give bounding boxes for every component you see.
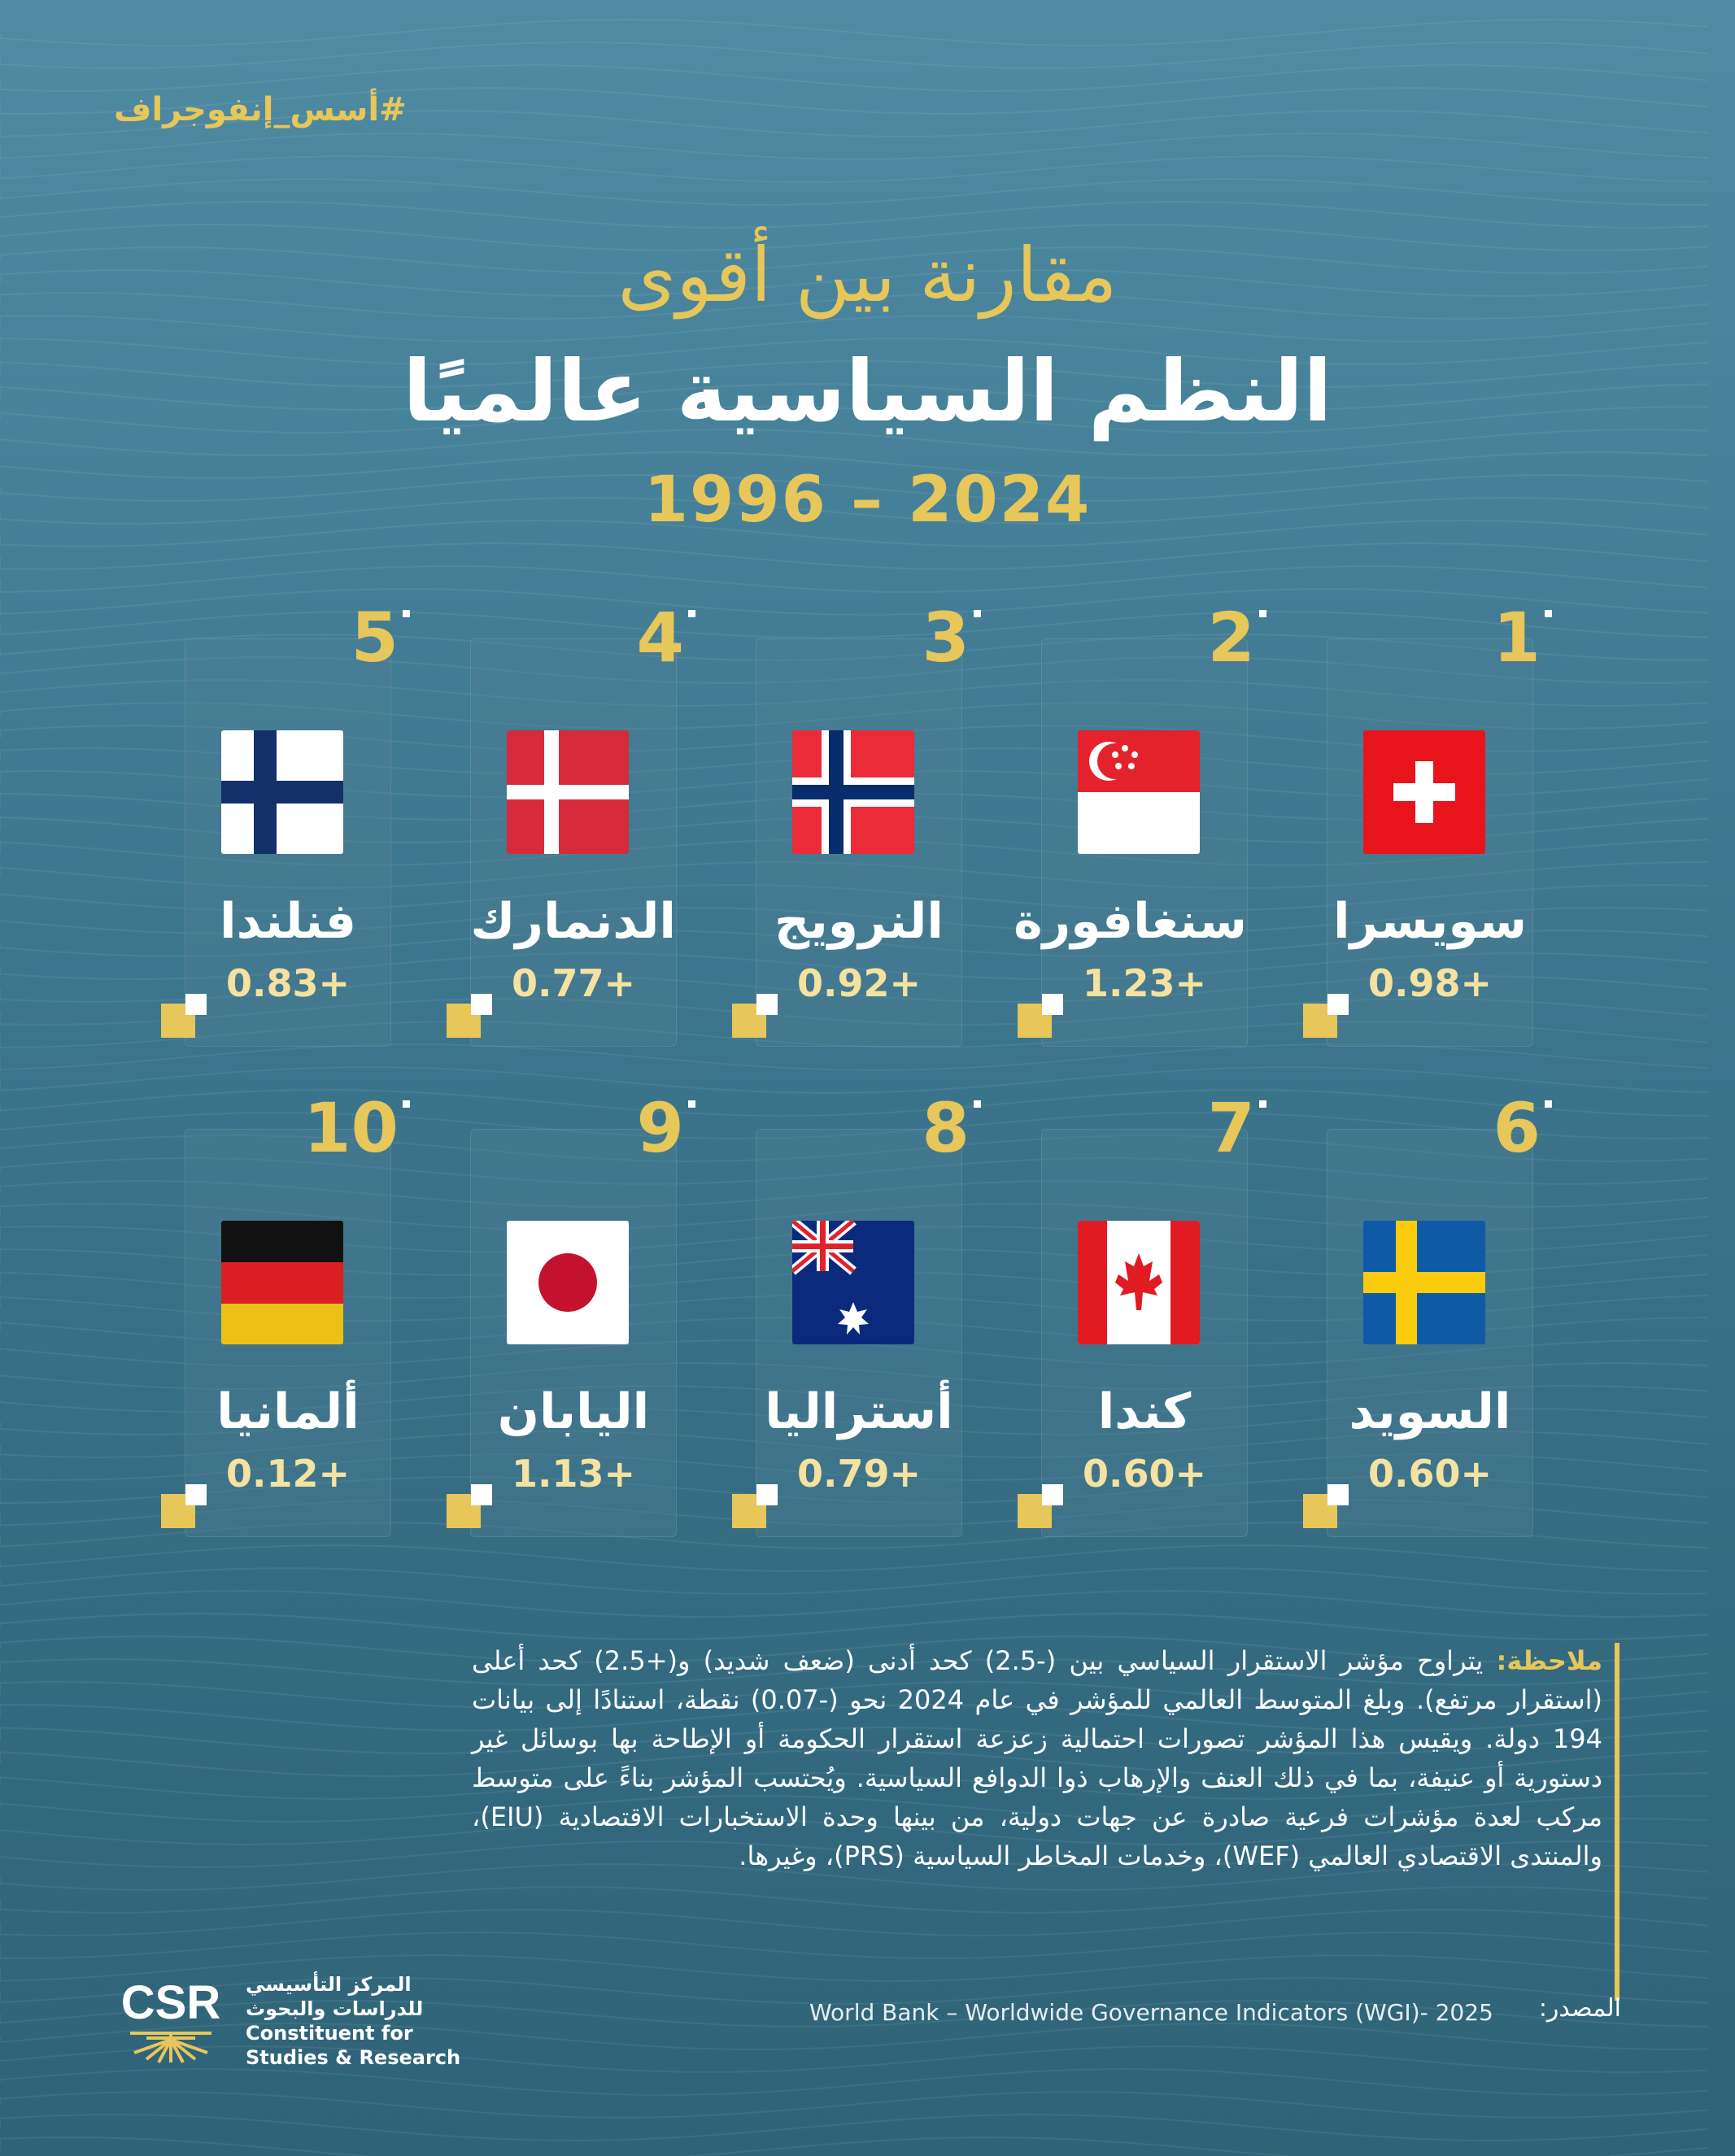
switzerland-flag (1363, 730, 1485, 854)
country-card: أستراليا 0.79+ (732, 1129, 962, 1537)
corner-decoration (447, 994, 492, 1039)
corner-decoration (732, 994, 778, 1039)
rank-number: 9 (586, 1094, 695, 1162)
country-name: النرويج (774, 893, 944, 950)
rank-dot (1259, 610, 1266, 617)
rank-dot (974, 1100, 981, 1108)
org-name: المركز التأسيسي للدراسات والبحوث Constit… (246, 1972, 460, 2070)
title-line-1: مقارنة بين أقوى (617, 232, 1118, 319)
australia-flag (792, 1221, 914, 1344)
rank-label: 6 (1493, 1088, 1541, 1168)
country-card: السويد 0.60+ (1303, 1129, 1533, 1537)
germany-flag (221, 1221, 343, 1344)
country-score: 0.83+ (225, 961, 351, 1005)
country-score: 1.13+ (511, 1452, 636, 1496)
rank-number: 5 (301, 603, 410, 672)
country-card: الدنمارك 0.77+ (447, 638, 677, 1047)
rank-dot (1545, 1100, 1552, 1108)
rank-label: 1 (1493, 598, 1541, 677)
corner-decoration (447, 1484, 492, 1530)
logo-text: CSR (121, 1976, 220, 2029)
country-score: 0.77+ (511, 961, 636, 1005)
rank-number: 1 (1443, 603, 1552, 672)
country-card: فنلندا 0.83+ (161, 638, 391, 1047)
note-divider (1615, 1643, 1619, 2001)
country-score: 0.12+ (225, 1452, 351, 1496)
org-name-ar-2: للدراسات والبحوث (246, 1997, 424, 2020)
corner-decoration (1303, 994, 1349, 1039)
country-card: كندا 0.60+ (1018, 1129, 1248, 1537)
rank-dot (403, 1100, 410, 1108)
rank-number: 8 (872, 1094, 981, 1162)
rank-label: 8 (922, 1088, 970, 1168)
canada-flag (1078, 1221, 1200, 1344)
corner-decoration (161, 994, 207, 1039)
country-name: فنلندا (220, 893, 356, 950)
corner-decoration (161, 1484, 207, 1530)
rank-label: 5 (351, 598, 399, 677)
page-title: النظم السياسية عالميًا (403, 342, 1332, 441)
org-name-en-2: Studies & Research (246, 2046, 461, 2069)
denmark-flag (507, 730, 629, 854)
hashtag: #أسس_إنفوجراف (114, 91, 407, 128)
country-score: 0.92+ (796, 961, 922, 1005)
rank-label: 2 (1207, 598, 1255, 677)
rank-label: 7 (1207, 1088, 1255, 1168)
rank-dot (688, 1100, 695, 1108)
country-card: ألمانيا 0.12+ (161, 1129, 391, 1537)
corner-decoration (732, 1484, 778, 1530)
japan-flag (507, 1221, 629, 1344)
country-name: السويد (1349, 1383, 1511, 1440)
rank-number: 2 (1157, 603, 1266, 672)
corner-decoration (1018, 1484, 1063, 1530)
rank-number: 3 (872, 603, 981, 672)
rank-number: 4 (586, 603, 695, 672)
org-name-ar-1: المركز التأسيسي (246, 1973, 412, 1996)
country-name: ألمانيا (216, 1383, 360, 1440)
country-name: كندا (1097, 1383, 1192, 1440)
csr-logo: CSR (121, 1976, 220, 2063)
country-card: سنغافورة 1.23+ (1014, 638, 1248, 1047)
source-label: المصدر: (1538, 1994, 1621, 2023)
rank-label: 3 (922, 598, 970, 677)
country-name: الدنمارك (470, 893, 676, 950)
sweden-flag (1363, 1221, 1485, 1344)
country-score: 0.98+ (1367, 961, 1493, 1005)
rank-dot (403, 610, 410, 617)
country-score: 0.79+ (796, 1452, 922, 1496)
rank-dot (688, 610, 695, 617)
note-text: يتراوح مؤشر الاستقرار السياسي بين (-2.5)… (472, 1645, 1602, 1871)
rank-label: 9 (636, 1088, 684, 1168)
rank-dot (974, 610, 981, 617)
year-range: 1996 – 2024 (643, 464, 1092, 537)
finland-flag (221, 730, 343, 854)
country-card: النرويج 0.92+ (732, 638, 962, 1047)
corner-decoration (1303, 1484, 1349, 1530)
country-card: سويسرا 0.98+ (1303, 638, 1533, 1047)
rank-dot (1259, 1100, 1266, 1108)
corner-decoration (1018, 994, 1063, 1039)
rank-number: 10 (301, 1094, 410, 1162)
country-score: 1.23+ (1082, 961, 1207, 1005)
rank-number: 7 (1157, 1094, 1266, 1162)
rank-dot (1545, 610, 1552, 617)
country-name: سويسرا (1332, 893, 1528, 950)
rank-number: 6 (1443, 1094, 1552, 1162)
rank-label: 4 (636, 598, 684, 677)
country-card: اليابان 1.13+ (447, 1129, 677, 1537)
country-name: اليابان (497, 1383, 650, 1440)
source-value: World Bank – Worldwide Governance Indica… (809, 1999, 1493, 2026)
norway-flag (792, 730, 914, 854)
country-name: سنغافورة (1014, 893, 1247, 950)
singapore-flag (1078, 730, 1200, 854)
rank-label: 10 (303, 1088, 399, 1168)
country-score: 0.60+ (1082, 1452, 1207, 1496)
note-label: ملاحظة: (1496, 1645, 1603, 1676)
country-score: 0.60+ (1367, 1452, 1493, 1496)
org-name-en-1: Constituent for (246, 2022, 413, 2045)
country-name: أستراليا (765, 1383, 953, 1440)
note-block: ملاحظة: يتراوح مؤشر الاستقرار السياسي بي… (472, 1641, 1602, 1875)
